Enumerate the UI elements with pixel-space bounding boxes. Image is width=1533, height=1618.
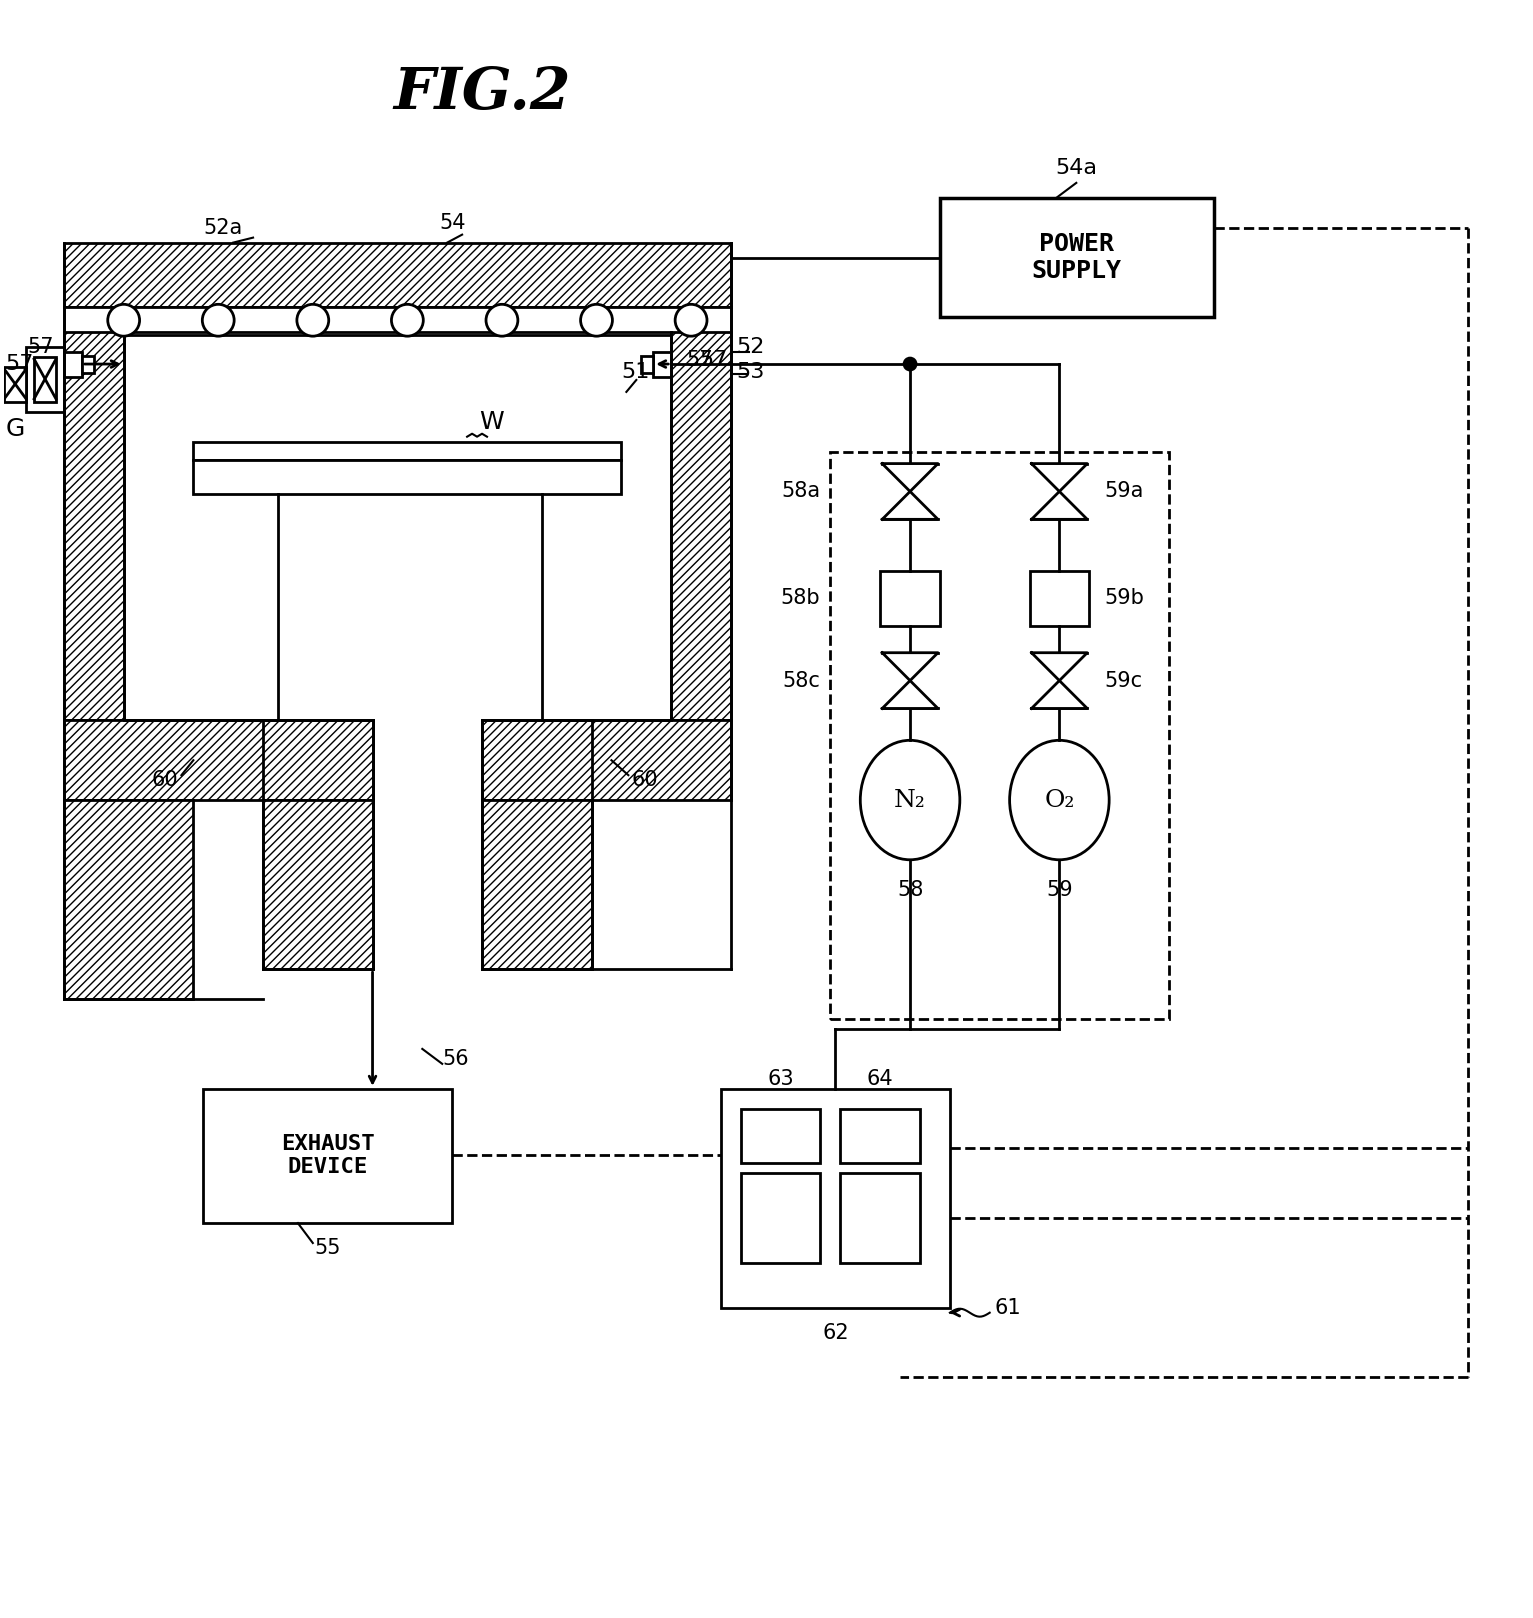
Text: 57: 57 [687, 349, 713, 371]
Polygon shape [881, 681, 938, 709]
Text: G: G [6, 417, 25, 440]
Bar [26, 348, 64, 413]
Bar [1030, 571, 1090, 626]
Circle shape [675, 304, 707, 337]
Bar [740, 1108, 820, 1163]
Polygon shape [881, 464, 938, 492]
Bar [940, 197, 1214, 317]
Text: 59b: 59b [1104, 587, 1144, 608]
Text: 56: 56 [442, 1048, 469, 1069]
Bar [481, 799, 592, 969]
Text: 54: 54 [438, 212, 466, 233]
Bar [641, 356, 653, 374]
Circle shape [391, 304, 423, 337]
Polygon shape [1032, 681, 1087, 709]
Text: 60: 60 [632, 770, 658, 790]
Bar [721, 1089, 950, 1307]
Bar [64, 799, 193, 1000]
Text: 60: 60 [152, 770, 178, 790]
Polygon shape [881, 492, 938, 519]
Bar [64, 243, 731, 307]
Bar [64, 307, 731, 335]
Bar [840, 1173, 920, 1264]
Text: 58b: 58b [780, 587, 820, 608]
Bar [264, 799, 373, 969]
Text: W: W [480, 409, 504, 434]
Bar [81, 356, 94, 374]
Circle shape [202, 304, 235, 337]
Text: 53: 53 [736, 362, 765, 382]
Text: EXHAUST
DEVICE: EXHAUST DEVICE [281, 1134, 374, 1176]
Bar [64, 332, 124, 720]
Text: 59a: 59a [1104, 482, 1144, 502]
Bar [840, 1108, 920, 1163]
Bar [740, 1173, 820, 1264]
Bar [831, 451, 1168, 1019]
Circle shape [297, 304, 328, 337]
Ellipse shape [860, 741, 960, 859]
Text: 59c: 59c [1104, 670, 1142, 691]
Text: 61: 61 [995, 1298, 1021, 1317]
Ellipse shape [1010, 741, 1110, 859]
Polygon shape [1032, 492, 1087, 519]
Circle shape [581, 304, 612, 337]
Text: N₂: N₂ [894, 788, 926, 812]
Text: 57: 57 [6, 354, 34, 374]
Text: 54a: 54a [1055, 159, 1098, 178]
Text: 58: 58 [897, 880, 923, 900]
Text: 52a: 52a [204, 218, 242, 238]
Text: 58c: 58c [783, 670, 820, 691]
Bar [671, 332, 731, 720]
Bar [880, 571, 940, 626]
Circle shape [486, 304, 518, 337]
Polygon shape [881, 652, 938, 681]
Text: 55: 55 [314, 1238, 340, 1257]
Text: 52: 52 [736, 337, 765, 358]
Bar [193, 442, 621, 460]
Text: 51: 51 [621, 362, 650, 382]
Bar [481, 720, 731, 799]
Bar [5, 367, 26, 401]
Bar [653, 353, 671, 377]
Text: 58a: 58a [782, 482, 820, 502]
Bar [64, 720, 373, 799]
Text: 57: 57 [28, 337, 54, 358]
Text: 63: 63 [768, 1069, 794, 1089]
Bar [193, 460, 621, 495]
Polygon shape [1032, 652, 1087, 681]
Circle shape [107, 304, 140, 337]
Circle shape [904, 358, 917, 371]
Text: POWER
SUPPLY: POWER SUPPLY [1032, 231, 1121, 283]
Text: 59: 59 [1046, 880, 1073, 900]
Text: FIG.2: FIG.2 [394, 65, 570, 121]
Text: 57: 57 [699, 349, 728, 371]
Bar [204, 1089, 452, 1223]
Bar [64, 353, 81, 377]
Polygon shape [1032, 464, 1087, 492]
Text: 64: 64 [866, 1069, 894, 1089]
Text: 62: 62 [822, 1322, 849, 1343]
Bar [34, 358, 57, 401]
Text: O₂: O₂ [1044, 788, 1075, 812]
